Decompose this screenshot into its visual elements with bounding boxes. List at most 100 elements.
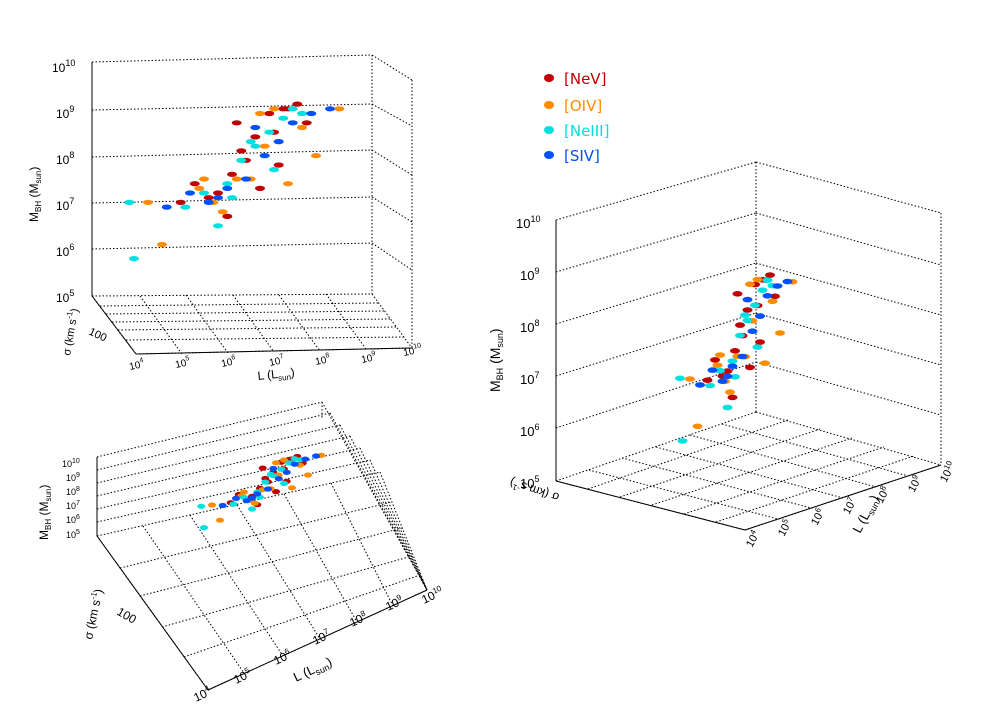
tl-point-neiii-11 (213, 223, 223, 229)
tl-point-nev-9 (301, 120, 312, 126)
r-point-oiv-12 (767, 298, 778, 305)
bl-sigma-tick: 100 (115, 604, 140, 626)
tl-point-nev-13 (273, 162, 284, 168)
r-point-nev-2 (722, 368, 733, 374)
r-point-neiii-4 (727, 358, 738, 364)
bl-x-tick-10: 1010 (419, 583, 446, 606)
r-point-oiv-3 (725, 389, 735, 395)
bl-point-oiv-9 (280, 457, 288, 463)
r-point-neiii-8 (757, 287, 768, 294)
tl-z-tick-8: 108 (56, 150, 74, 167)
r-point-oiv-7 (775, 330, 785, 336)
bl-point-siv-5 (274, 476, 283, 482)
tl-point-nev-4 (236, 148, 247, 154)
bl-point-siv-9 (269, 465, 278, 472)
tl-point-neiii-4 (222, 181, 233, 187)
r-point-neiii-0 (675, 375, 685, 382)
plot-right-axes (555, 220, 942, 531)
tl-point-neiii-6 (250, 143, 261, 149)
legend-label-nev: [NeV] (564, 70, 606, 88)
bl-point-siv-7 (301, 456, 310, 462)
bl-x-tick-9: 109 (383, 592, 406, 613)
tl-point-oiv-14 (199, 176, 209, 182)
tl-point-siv-5 (259, 153, 270, 159)
bl-point-neiii-14 (266, 471, 275, 477)
r-l-label: L (Lsun) (849, 492, 883, 536)
tl-point-neiii-5 (236, 157, 247, 163)
tl-point-neiii-12 (269, 167, 279, 173)
r-point-siv-0 (695, 382, 705, 388)
r-point-oiv-13 (745, 281, 755, 288)
bl-point-neiii-2 (229, 501, 238, 507)
bl-point-siv-1 (232, 495, 240, 501)
r-point-siv-1 (707, 367, 718, 373)
legend-marker-oiv (544, 101, 554, 109)
bl-x-tick-5: 105 (231, 665, 254, 686)
tl-point-nev-3 (227, 171, 237, 177)
tl-point-siv-7 (306, 110, 317, 117)
plot-right: 1010 109 108 107 106 105 MBH (Msun) σ (k… (487, 161, 959, 549)
tl-point-neiii-0 (124, 199, 135, 205)
tl-point-nev-2 (213, 190, 223, 196)
r-point-siv-8 (782, 278, 793, 285)
tl-point-siv-3 (222, 185, 233, 191)
tl-point-siv-8 (325, 106, 335, 112)
r-point-neiii-14 (740, 312, 750, 318)
plot-top-left-z-ticks: 1010 109 108 107 106 105 (52, 58, 75, 305)
tl-point-oiv-0 (143, 199, 153, 205)
legend-marker-neiii (544, 126, 554, 134)
plot-top-left-x-ticks: 104 105 106 107 108 109 1010 (128, 342, 423, 373)
plot-top-left: 1010 109 108 107 106 105 MBH (Msun) 100 … (27, 54, 423, 383)
r-x-tick-6: 106 (807, 506, 827, 528)
plot-top-left-frame (91, 54, 413, 355)
bl-point-oiv-3 (250, 500, 259, 506)
r-point-neiii-10 (730, 374, 740, 380)
tl-point-neiii-8 (278, 115, 289, 121)
bl-z-tick-10: 1010 (62, 458, 80, 469)
r-point-nev-5 (742, 307, 753, 313)
bl-point-siv-0 (218, 502, 227, 509)
bl-l-label: L (Lsun) (291, 654, 335, 687)
plot-top-left-points (124, 101, 345, 262)
tl-point-nev-1 (189, 181, 200, 187)
tl-point-nev-12 (255, 185, 265, 191)
tl-x-tick-5: 105 (174, 355, 191, 371)
r-point-nev-13 (755, 339, 765, 345)
r-point-nev-4 (735, 322, 745, 328)
bl-z-tick-5: 105 (66, 529, 80, 540)
legend-marker-nev (544, 74, 554, 82)
plot-bottom-left-frame (96, 401, 428, 691)
tl-point-siv-0 (161, 204, 172, 210)
tl-point-nev-14 (203, 195, 214, 201)
tl-point-oiv-3 (217, 209, 228, 215)
tl-point-oiv-9 (269, 106, 279, 112)
legend-item-nev: [NeV] (544, 70, 606, 88)
tl-point-nev-6 (264, 110, 275, 117)
tl-z-tick-6: 106 (56, 242, 74, 259)
r-point-neiii-2 (705, 382, 715, 389)
r-point-nev-1 (710, 357, 720, 363)
r-point-nev-3 (730, 348, 740, 354)
tl-x-tick-10: 1010 (402, 342, 423, 359)
bl-point-siv-3 (253, 491, 262, 497)
legend-item-neiii: [NeIII] (544, 122, 609, 140)
r-point-oiv-14 (715, 352, 725, 358)
bl-point-oiv-0 (208, 502, 216, 508)
tl-point-oiv-12 (297, 124, 307, 131)
r-point-siv-6 (755, 313, 765, 319)
tl-point-siv-1 (185, 190, 195, 196)
tl-point-oiv-8 (334, 106, 345, 112)
tl-point-oiv-5 (259, 143, 270, 149)
legend-item-oiv: [OIV] (544, 97, 602, 115)
r-point-siv-11 (762, 293, 773, 299)
tl-point-oiv-7 (311, 153, 321, 159)
bl-point-siv-10 (248, 495, 256, 501)
tl-point-neiii-1 (129, 256, 139, 262)
legend-label-siv: [SIV] (564, 147, 600, 165)
bl-point-siv-8 (312, 453, 320, 459)
bl-point-neiii-12 (280, 480, 288, 486)
bl-z-tick-8: 108 (66, 486, 80, 497)
bl-point-neiii-1 (200, 525, 208, 531)
plot-bottom-left-axes (96, 457, 428, 691)
bl-point-siv-11 (290, 461, 299, 467)
